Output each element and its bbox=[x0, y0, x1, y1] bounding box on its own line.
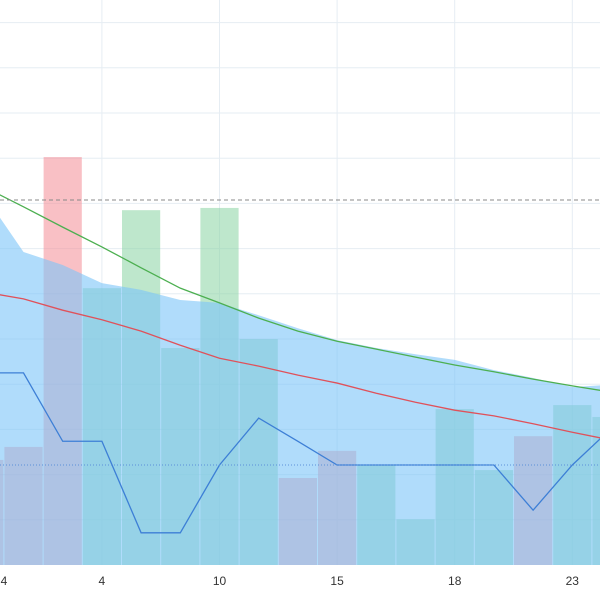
x-tick-label: 10 bbox=[213, 574, 227, 588]
x-tick-label: 15 bbox=[330, 574, 344, 588]
area bbox=[0, 217, 600, 565]
line bbox=[0, 294, 600, 439]
line bbox=[0, 194, 600, 391]
line bbox=[0, 372, 600, 534]
x-tick-label: 23 bbox=[566, 574, 580, 588]
x-tick-label: 4 bbox=[1, 574, 8, 588]
x-tick-label: 4 bbox=[99, 574, 106, 588]
x-tick-label: 18 bbox=[448, 574, 462, 588]
